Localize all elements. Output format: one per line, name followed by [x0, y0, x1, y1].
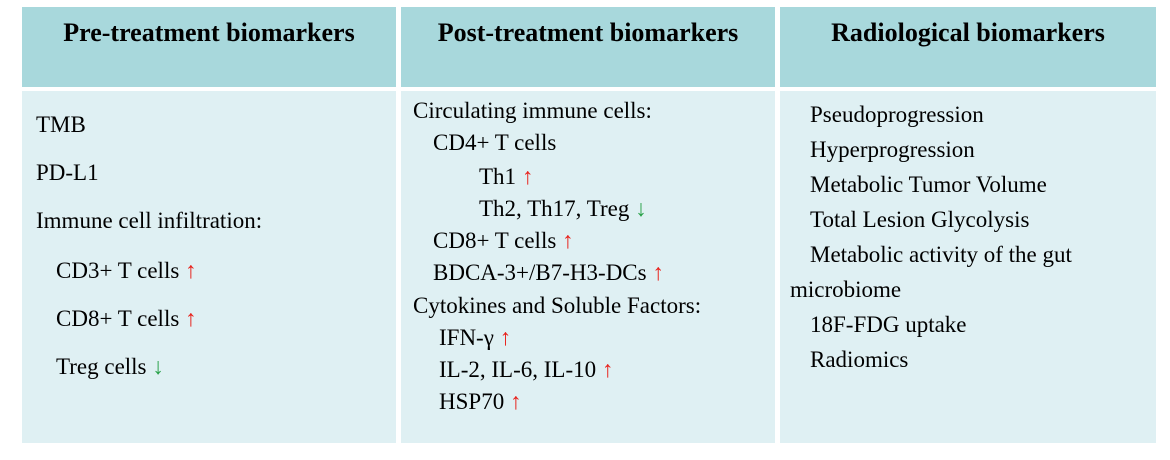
column-post-treatment: Post-treatment biomarkers Circulating im…	[401, 7, 775, 443]
list-item: Hyperprogression	[810, 137, 975, 162]
list-item: CD8+ T cells ↑	[433, 228, 574, 253]
header-title: Post-treatment biomarkers	[437, 18, 739, 47]
arrow-up-icon: ↑	[652, 260, 664, 285]
list-item: Metabolic activity of the gut	[810, 242, 1072, 267]
arrow-up-icon: ↑	[185, 306, 197, 331]
arrow-up-icon: ↑	[185, 258, 197, 283]
arrow-up-icon: ↑	[562, 228, 574, 253]
list-item: microbiome	[790, 277, 902, 302]
list-item: CD3+ T cells ↑	[56, 258, 197, 283]
list-item: Radiomics	[810, 347, 909, 372]
list-item: Th2, Th17, Treg ↓	[479, 196, 647, 221]
list-item: Total Lesion Glycolysis	[810, 207, 1030, 232]
list-item: HSP70 ↑	[439, 389, 522, 414]
arrow-up-icon: ↑	[499, 325, 512, 350]
arrow-up-icon: ↑	[521, 164, 534, 189]
column-header: Post-treatment biomarkers	[401, 7, 775, 87]
list-item: Circulating immune cells:	[413, 98, 652, 123]
column-body: Circulating immune cells: CD4+ T cells T…	[401, 91, 775, 443]
list-item: Pseudoprogression	[810, 102, 984, 127]
header-title: Radiological biomarkers	[831, 18, 1105, 47]
list-item: 18F-FDG uptake	[810, 312, 967, 337]
list-item: PD-L1	[36, 160, 99, 185]
list-item: Treg cells ↓	[56, 354, 164, 379]
list-item: CD8+ T cells ↑	[56, 306, 197, 331]
list-item: TMB	[36, 112, 86, 137]
column-radiological: Radiological biomarkers Pseudoprogressio…	[780, 7, 1156, 443]
column-body: Pseudoprogression Hyperprogression Metab…	[780, 91, 1156, 443]
column-header: Pre-treatment biomarkers	[22, 7, 396, 87]
list-item: CD4+ T cells	[433, 130, 557, 155]
list-item: IFN-γ ↑	[439, 325, 512, 350]
arrow-down-icon: ↓	[635, 196, 647, 221]
arrow-up-icon: ↑	[509, 389, 522, 414]
column-pre-treatment: Pre-treatment biomarkers TMB PD-L1 Immun…	[22, 7, 396, 443]
list-item: BDCA-3+/B7-H3-DCs ↑	[433, 260, 664, 285]
list-item: IL-2, IL-6, IL-10 ↑	[439, 357, 614, 382]
list-item: Metabolic Tumor Volume	[810, 172, 1047, 197]
list-item: Th1 ↑	[479, 164, 534, 189]
column-body: TMB PD-L1 Immune cell infiltration: CD3+…	[22, 91, 396, 443]
arrow-up-icon: ↑	[601, 357, 614, 382]
arrow-down-icon: ↓	[152, 354, 164, 379]
list-item: Cytokines and Soluble Factors:	[413, 293, 702, 318]
list-item: Immune cell infiltration:	[36, 208, 263, 233]
column-header: Radiological biomarkers	[780, 7, 1156, 87]
header-title: Pre-treatment biomarkers	[63, 18, 355, 47]
